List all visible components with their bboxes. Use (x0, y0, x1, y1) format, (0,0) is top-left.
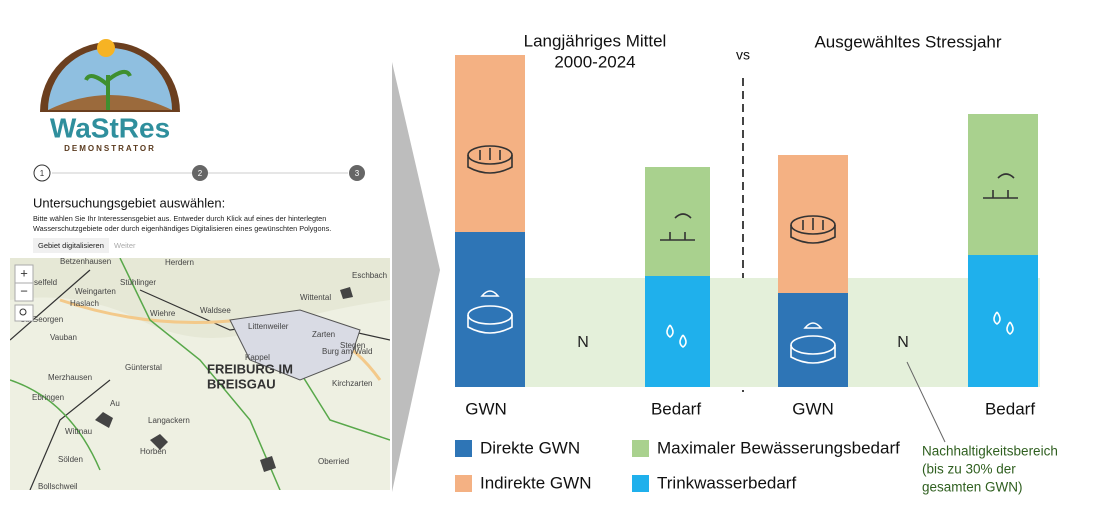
place-label: Herdern (165, 258, 194, 267)
tab-label[interactable]: Weiter (114, 241, 136, 250)
sustainability-band (455, 278, 1040, 387)
zoom-out-label[interactable]: − (20, 283, 28, 298)
description: Bitte wählen Sie Ihr Interessensgebiet a… (33, 214, 326, 223)
bar-label: GWN (792, 399, 834, 418)
place-label: Eschbach (352, 271, 387, 280)
place-label: Rieselfeld (22, 278, 57, 287)
title: Ausgewähltes Stressjahr (814, 32, 1001, 51)
place-label: Stegen (340, 341, 365, 350)
place-label: Wittental (300, 293, 331, 302)
bar-drinking (645, 276, 710, 387)
place-label: Weingarten (75, 287, 116, 296)
logo: WaStRes DEMONSTRATOR (40, 39, 180, 153)
place-label: Wittnau (65, 427, 92, 436)
step[interactable] (349, 165, 365, 181)
place-label: Langackern (148, 416, 190, 425)
zoom-in-label[interactable]: + (20, 265, 28, 280)
logo-subtitle: DEMONSTRATOR (64, 144, 156, 153)
bar-irrigation (968, 114, 1038, 255)
legend-label: Direkte GWN (480, 438, 580, 457)
place-label: Stühlinger (120, 278, 156, 287)
place-label: Sölden (58, 455, 83, 464)
bar-label: Bedarf (985, 399, 1035, 418)
step-number: 1 (40, 169, 45, 178)
place-label: Burg am Wald (322, 347, 372, 356)
legend: Direkte GWN Indirekte GWN Maximaler Bewä… (455, 438, 900, 492)
place-label: Betzenhausen (60, 257, 111, 266)
legend-swatch (455, 440, 472, 457)
place-label: FREIBURG IM (207, 361, 293, 376)
place-label: Haslach (70, 299, 99, 308)
step-number: 3 (355, 169, 360, 178)
legend-swatch (632, 440, 649, 457)
place-label: Günterstal (125, 363, 162, 372)
legend-label: Trinkwasserbedarf (657, 473, 796, 492)
place-label: Bollschweil (38, 482, 78, 491)
place-label: Zarten (312, 330, 335, 339)
annotation: (bis zu 30% der (922, 462, 1016, 477)
place-label: St. Georgen (20, 315, 63, 324)
funnel (392, 62, 440, 492)
legend-label: Maximaler Bewässerungsbedarf (657, 438, 900, 457)
tab[interactable] (33, 238, 109, 253)
bar-direct (455, 232, 525, 387)
step-number: 2 (198, 169, 203, 178)
bar-label: Bedarf (651, 399, 701, 418)
place-label: Vauban (50, 333, 77, 342)
map[interactable]: Betzenhausen Herdern Eschbach Rieselfeld Wei… (10, 257, 390, 491)
place-label: Kappel (245, 353, 270, 362)
legend-swatch (455, 475, 472, 492)
search-button[interactable] (14, 304, 34, 322)
place-label: Merzhausen (48, 373, 92, 382)
step[interactable] (33, 164, 51, 182)
bar-drinking (968, 255, 1038, 387)
step[interactable] (192, 165, 208, 181)
annotation: gesamten GWN) (922, 480, 1023, 495)
title: 2000-2024 (554, 52, 635, 71)
bar-indirect (455, 55, 525, 232)
annotation: Nachhaltigkeitsbereich (922, 444, 1058, 459)
legend-swatch (632, 475, 649, 492)
bar-direct (778, 293, 848, 387)
tab-label[interactable]: Gebiet digitalisieren (38, 241, 104, 250)
search-icon (19, 308, 27, 316)
bar-irrigation (645, 167, 710, 276)
place-label: Kirchzarten (332, 379, 372, 388)
zoom-out[interactable] (14, 282, 34, 302)
place-label: Ebringen (32, 393, 64, 402)
icons (467, 145, 1018, 364)
n-label: N (897, 334, 909, 351)
annotation-line (906, 361, 946, 443)
place-label: BREISGAU (207, 376, 276, 391)
n-label: N (577, 334, 589, 351)
description: Wasserschutzgebiete oder durch eigenhänd… (33, 224, 331, 233)
place-label: Oberried (318, 457, 349, 466)
bars (455, 55, 1038, 387)
heading: Untersuchungsgebiet auswählen: (33, 195, 225, 210)
place-label: Waldsee (200, 306, 231, 315)
bar-label: GWN (465, 399, 507, 418)
logo-title: WaStRes (50, 112, 170, 143)
legend-label: Indirekte GWN (480, 473, 591, 492)
place-label: Littenweiler (248, 322, 289, 331)
place-label: Au (110, 399, 120, 408)
place-label: Wiehre (150, 309, 176, 318)
title: Langjähriges Mittel (524, 31, 667, 50)
vs: vs (736, 47, 750, 63)
place-label: Horben (140, 447, 166, 456)
